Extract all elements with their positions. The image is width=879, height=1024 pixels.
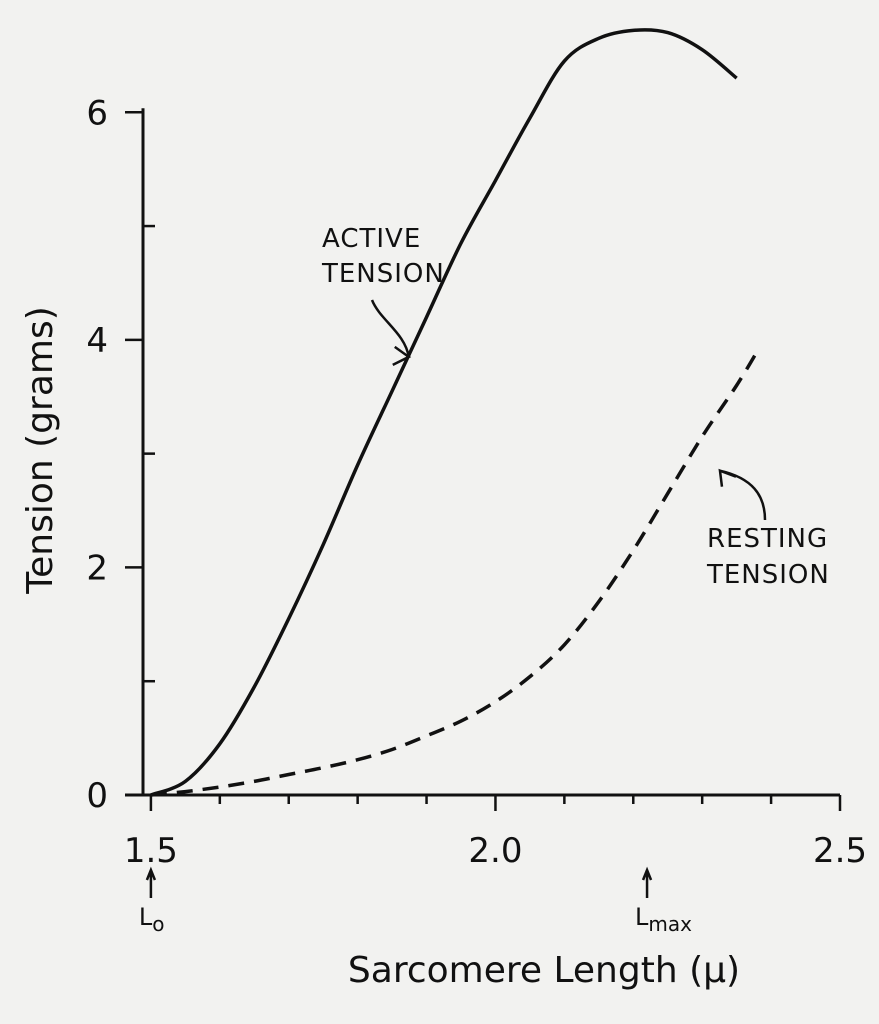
x-tick-label: 2.5 (813, 831, 867, 871)
y-axis-title: Tension (grams) (20, 306, 61, 595)
length-marker: Lmax (635, 866, 692, 936)
marker-arrow (641, 866, 653, 898)
length-marker: Lo (139, 866, 165, 936)
resting-tension-line (150, 350, 759, 797)
y-tick-label: 2 (86, 548, 108, 588)
x-tick-label: 2.0 (468, 831, 522, 871)
x-axis-title: Sarcomere Length (μ) (348, 950, 740, 991)
resting-annotation-line1: RESTING (707, 524, 828, 554)
resting-annotation-line2: TENSION (706, 560, 830, 590)
y-tick-label: 0 (86, 776, 108, 816)
active-annotation-line2: TENSION (321, 259, 445, 289)
axes (125, 108, 840, 797)
active-annotation-pointer (370, 299, 412, 367)
active-tension-line (150, 28, 738, 797)
x-tick-label: 1.5 (124, 831, 178, 871)
tick-labels: 0 2 4 6 1.5 2.0 2.5 (86, 93, 867, 871)
resting-tension-annotation: RESTING TENSION (706, 468, 830, 590)
active-annotation-line1: ACTIVE (322, 224, 421, 254)
marker-label: Lmax (635, 903, 692, 936)
series-layer (150, 28, 759, 797)
y-tick-label: 4 (86, 321, 108, 361)
y-tick-label: 6 (86, 93, 108, 133)
resting-annotation-pointer (718, 468, 767, 521)
marker-label: Lo (139, 903, 165, 936)
active-tension-annotation: ACTIVE TENSION (321, 224, 445, 367)
length-markers: Lo Lmax (139, 866, 692, 936)
ticks (125, 111, 842, 811)
marker-arrow (145, 866, 157, 898)
